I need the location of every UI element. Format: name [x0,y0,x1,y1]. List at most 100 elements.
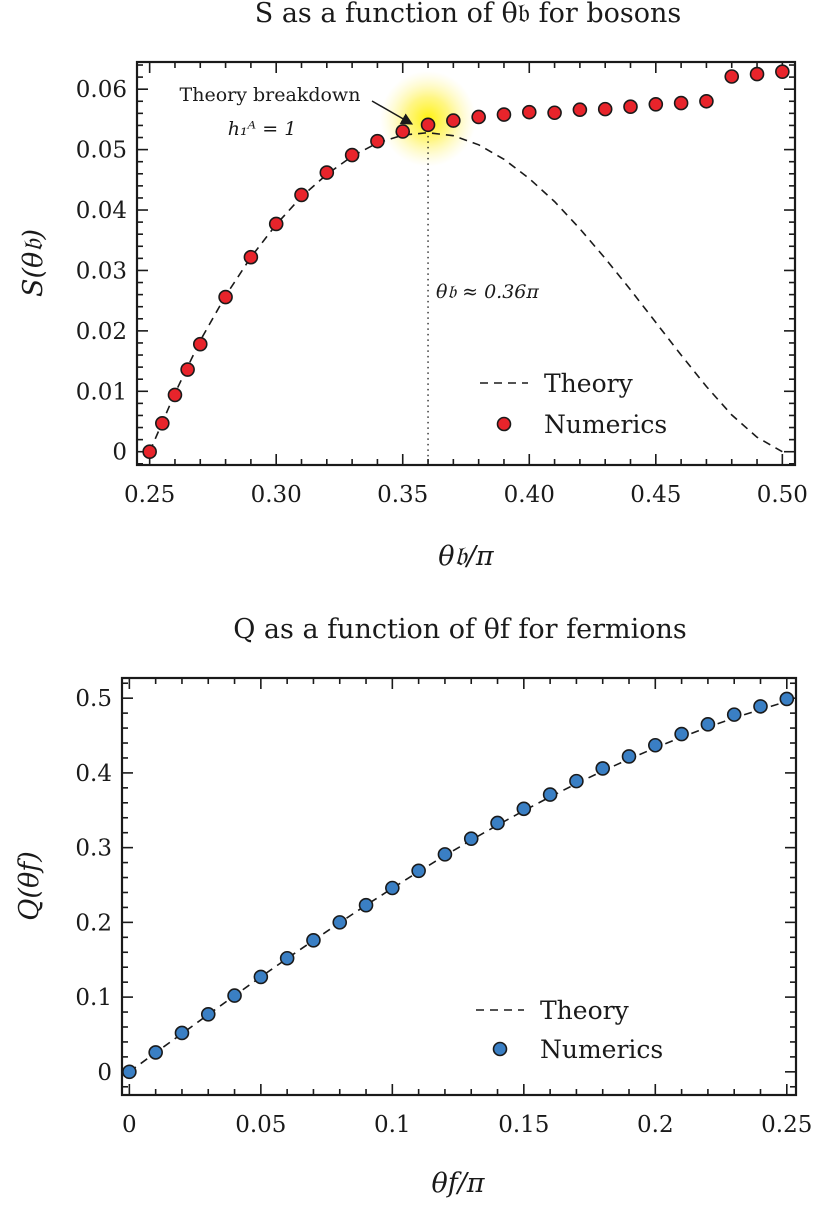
boson-chart: S as a function of θ𝔟 for bosons 0.25 0.3… [18,0,808,572]
numerics-point [268,216,284,232]
x-tick-label: 0.45 [630,482,681,508]
boson-x-axis-label: θ𝔟/π [438,541,495,572]
boson-chart-title: S as a function of θ𝔟 for bosons [255,0,682,29]
boson-annotations: Theory breakdown h₁ᴬ = 1 θ𝔟 ≈ 0.36π [180,84,540,303]
boson-y-axis-label: S(θ𝔟) [18,229,49,297]
fermion-numerics-series [122,691,795,1080]
numerics-point [572,102,588,118]
fermion-legend-numerics-label: Numerics [540,1035,663,1064]
numerics-point [463,831,479,846]
numerics-point [385,880,400,896]
x-tick-label: 0.30 [251,482,302,508]
x-tick-label: 0.2 [637,1112,674,1138]
fermion-theory-series [128,700,788,1073]
numerics-point [648,737,663,753]
numerics-point [253,969,269,985]
numerics-point [673,95,689,111]
numerics-point [218,289,233,305]
y-tick-label: 0.06 [76,77,127,103]
numerics-point [648,96,664,112]
x-tick-label: 0 [122,1112,137,1138]
fermion-plot-frame [120,676,798,1097]
x-tick-label: 0.1 [374,1112,411,1138]
fermion-legend-numerics-swatch [492,1041,508,1057]
numerics-point [496,107,512,122]
fermion-chart: Q as a function of θf for fermions 0 0.05… [14,614,812,1199]
numerics-point [420,117,436,133]
numerics-point [358,897,374,913]
breakdown-arrow [371,100,414,125]
numerics-point [243,249,259,265]
numerics-point [370,133,385,149]
x-tick-label: 0.05 [235,1112,286,1138]
numerics-point [319,165,335,180]
numerics-point [623,99,638,115]
fermion-chart-title: Q as a function of θf for fermions [233,614,687,645]
numerics-point [437,847,453,862]
numerics-point [700,717,716,732]
numerics-point [446,113,461,128]
breakdown-label: Theory breakdown [180,84,361,106]
fermion-legend-theory-label: Theory [540,996,630,1025]
numerics-point [726,707,742,722]
numerics-point [174,1025,190,1041]
numerics-point [542,787,558,802]
fermion-tick-labels: 0 0.05 0.1 0.15 0.2 0.25 0 0.1 0.2 0.3 0.4 0.5 [75,686,812,1138]
numerics-point [155,416,170,431]
y-tick-label: 0.5 [75,686,112,712]
theory-curve [128,700,788,1073]
boson-legend-numerics-label: Numerics [544,410,667,439]
y-tick-label: 0.05 [76,138,127,164]
x-tick-label: 0.15 [498,1112,549,1138]
y-tick-label: 0.03 [76,258,127,284]
boson-legend-numerics-swatch [496,416,512,432]
numerics-point [471,109,486,125]
y-tick-label: 0 [112,440,127,466]
numerics-point [724,69,740,84]
y-tick-label: 0.02 [76,319,127,345]
numerics-point [332,915,348,930]
numerics-point [192,336,208,352]
numerics-point [699,93,714,109]
breakdown-condition: h₁ᴬ = 1 [228,118,297,140]
numerics-point [148,1045,163,1060]
numerics-point [521,104,537,120]
numerics-point [227,988,242,1003]
numerics-point [294,187,309,203]
x-tick-label: 0.25 [761,1112,812,1138]
fermion-axis-ticks [122,678,796,1095]
y-tick-label: 0.1 [75,985,112,1011]
numerics-point [167,387,183,403]
y-tick-label: 0.01 [76,379,127,405]
numerics-point [344,147,360,163]
numerics-point [779,691,795,707]
numerics-point [279,950,295,966]
x-tick-label: 0.40 [504,482,555,508]
numerics-point [569,773,584,789]
numerics-point [516,801,532,817]
fermion-y-axis-label: Q(θf) [14,851,45,920]
numerics-point [122,1064,137,1080]
boson-plot-frame [135,60,797,467]
numerics-point [595,761,611,776]
fermion-legend: Theory Numerics [476,996,663,1064]
numerics-point [597,101,613,117]
numerics-point [411,863,426,879]
boson-legend-theory-label: Theory [544,369,634,398]
numerics-point [490,815,505,831]
numerics-point [142,444,157,460]
numerics-point [621,749,637,764]
fermion-x-axis-label: θf/π [431,1168,485,1199]
numerics-point [753,699,768,714]
numerics-point [547,105,562,121]
boson-tick-labels: 0.25 0.30 0.35 0.40 0.45 0.50 0 0.01 0.02 0.03 0.0… [76,77,808,508]
x-tick-label: 0.35 [377,482,428,508]
y-tick-label: 0 [97,1060,112,1086]
y-tick-label: 0.4 [75,761,112,787]
numerics-point [306,933,321,948]
numerics-point [749,66,765,82]
boson-legend: Theory Numerics [480,369,667,439]
x-tick-label: 0.25 [124,482,175,508]
numerics-point [395,124,411,139]
